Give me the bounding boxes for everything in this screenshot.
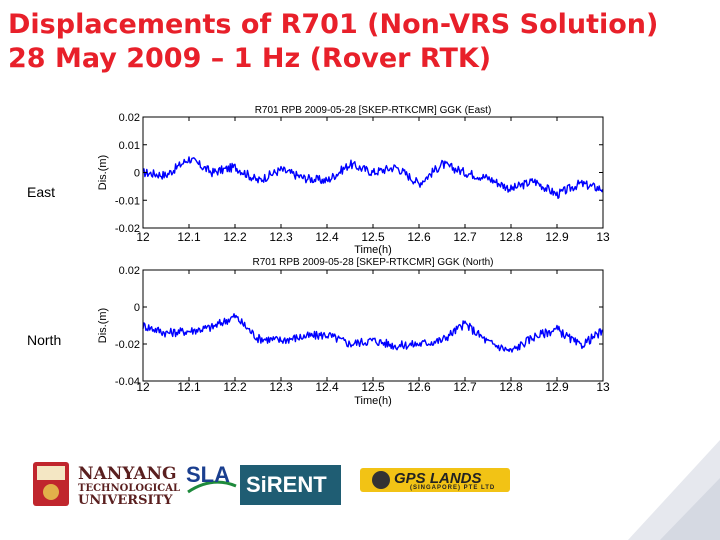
gps-lands-globe-icon bbox=[372, 471, 390, 489]
x-tick-label: 12.9 bbox=[545, 230, 569, 244]
series-line bbox=[142, 313, 604, 353]
x-tick-label: 12.6 bbox=[407, 380, 431, 394]
slide-title-line-1: Displacements of R701 (Non-VRS Solution) bbox=[8, 9, 659, 40]
x-tick-label: 12.9 bbox=[545, 380, 569, 394]
y-tick-label: 0.02 bbox=[119, 265, 140, 277]
y-tick-label: 0.02 bbox=[119, 112, 140, 124]
x-tick-label: 12.4 bbox=[315, 230, 339, 244]
x-tick-label: 12.7 bbox=[453, 230, 477, 244]
y-tick-label: -0.02 bbox=[115, 223, 140, 235]
ntu-crest-icon bbox=[33, 462, 69, 506]
ntu-logo-line-2: TECHNOLOGICAL bbox=[78, 483, 181, 494]
gps-lands-logo-subtext: (SINGAPORE) PTE LTD bbox=[410, 485, 496, 491]
x-tick-label: 12.2 bbox=[223, 380, 247, 394]
x-tick-label: 12.3 bbox=[269, 230, 293, 244]
y-axis-label: Dis.(m) bbox=[97, 308, 109, 343]
sirent-logo-bg bbox=[240, 465, 341, 505]
x-tick-label: 12 bbox=[136, 230, 150, 244]
sirent-logo-text: SiRENT bbox=[246, 472, 327, 497]
y-tick-label: 0.01 bbox=[119, 140, 140, 152]
x-axis-label: Time(h) bbox=[354, 395, 391, 407]
east-chart: R701 RPB 2009-05-28 [SKEP-RTKCMR] GGK (E… bbox=[97, 105, 610, 256]
x-tick-label: 12.1 bbox=[177, 380, 201, 394]
east-label: East bbox=[27, 184, 56, 200]
y-tick-label: 0 bbox=[134, 302, 140, 314]
corner-swoosh-inner bbox=[660, 478, 720, 540]
gps-lands-logo-bg bbox=[360, 468, 510, 492]
y-tick-label: -0.02 bbox=[115, 339, 140, 351]
y-axis-label: Dis.(m) bbox=[97, 155, 109, 190]
chart-title: R701 RPB 2009-05-28 [SKEP-RTKCMR] GGK (E… bbox=[255, 105, 492, 116]
chart-title: R701 RPB 2009-05-28 [SKEP-RTKCMR] GGK (N… bbox=[252, 257, 493, 268]
x-tick-label: 12.8 bbox=[499, 380, 523, 394]
x-axis-label: Time(h) bbox=[354, 244, 391, 256]
y-tick-label: -0.04 bbox=[115, 376, 140, 388]
y-tick-label: 0 bbox=[134, 168, 140, 180]
x-tick-label: 12.8 bbox=[499, 230, 523, 244]
sla-logo-icon bbox=[187, 480, 237, 494]
x-tick-label: 12.5 bbox=[361, 380, 385, 394]
x-tick-label: 12.4 bbox=[315, 380, 339, 394]
series-line bbox=[142, 156, 604, 199]
y-tick-label: -0.01 bbox=[115, 195, 140, 207]
slide-title-line-2: 28 May 2009 – 1 Hz (Rover RTK) bbox=[8, 43, 492, 74]
ntu-logo-line-3: UNIVERSITY bbox=[78, 493, 173, 508]
sla-logo-text: SLA bbox=[186, 462, 230, 487]
x-tick-label: 12.2 bbox=[223, 230, 247, 244]
x-tick-label: 12.3 bbox=[269, 380, 293, 394]
x-tick-label: 13 bbox=[596, 380, 610, 394]
north-chart: R701 RPB 2009-05-28 [SKEP-RTKCMR] GGK (N… bbox=[97, 257, 610, 407]
ntu-logo-line-1: NANYANG bbox=[78, 464, 177, 484]
north-label: North bbox=[27, 332, 62, 348]
x-tick-label: 12 bbox=[136, 380, 150, 394]
x-tick-label: 12.5 bbox=[361, 230, 385, 244]
x-tick-label: 12.6 bbox=[407, 230, 431, 244]
x-tick-label: 12.7 bbox=[453, 380, 477, 394]
x-tick-label: 12.1 bbox=[177, 230, 201, 244]
slide-title: Displacements of R701 (Non-VRS Solution)… bbox=[8, 8, 658, 76]
gps-lands-logo-text: GPS LANDS bbox=[394, 470, 482, 487]
x-tick-label: 13 bbox=[596, 230, 610, 244]
